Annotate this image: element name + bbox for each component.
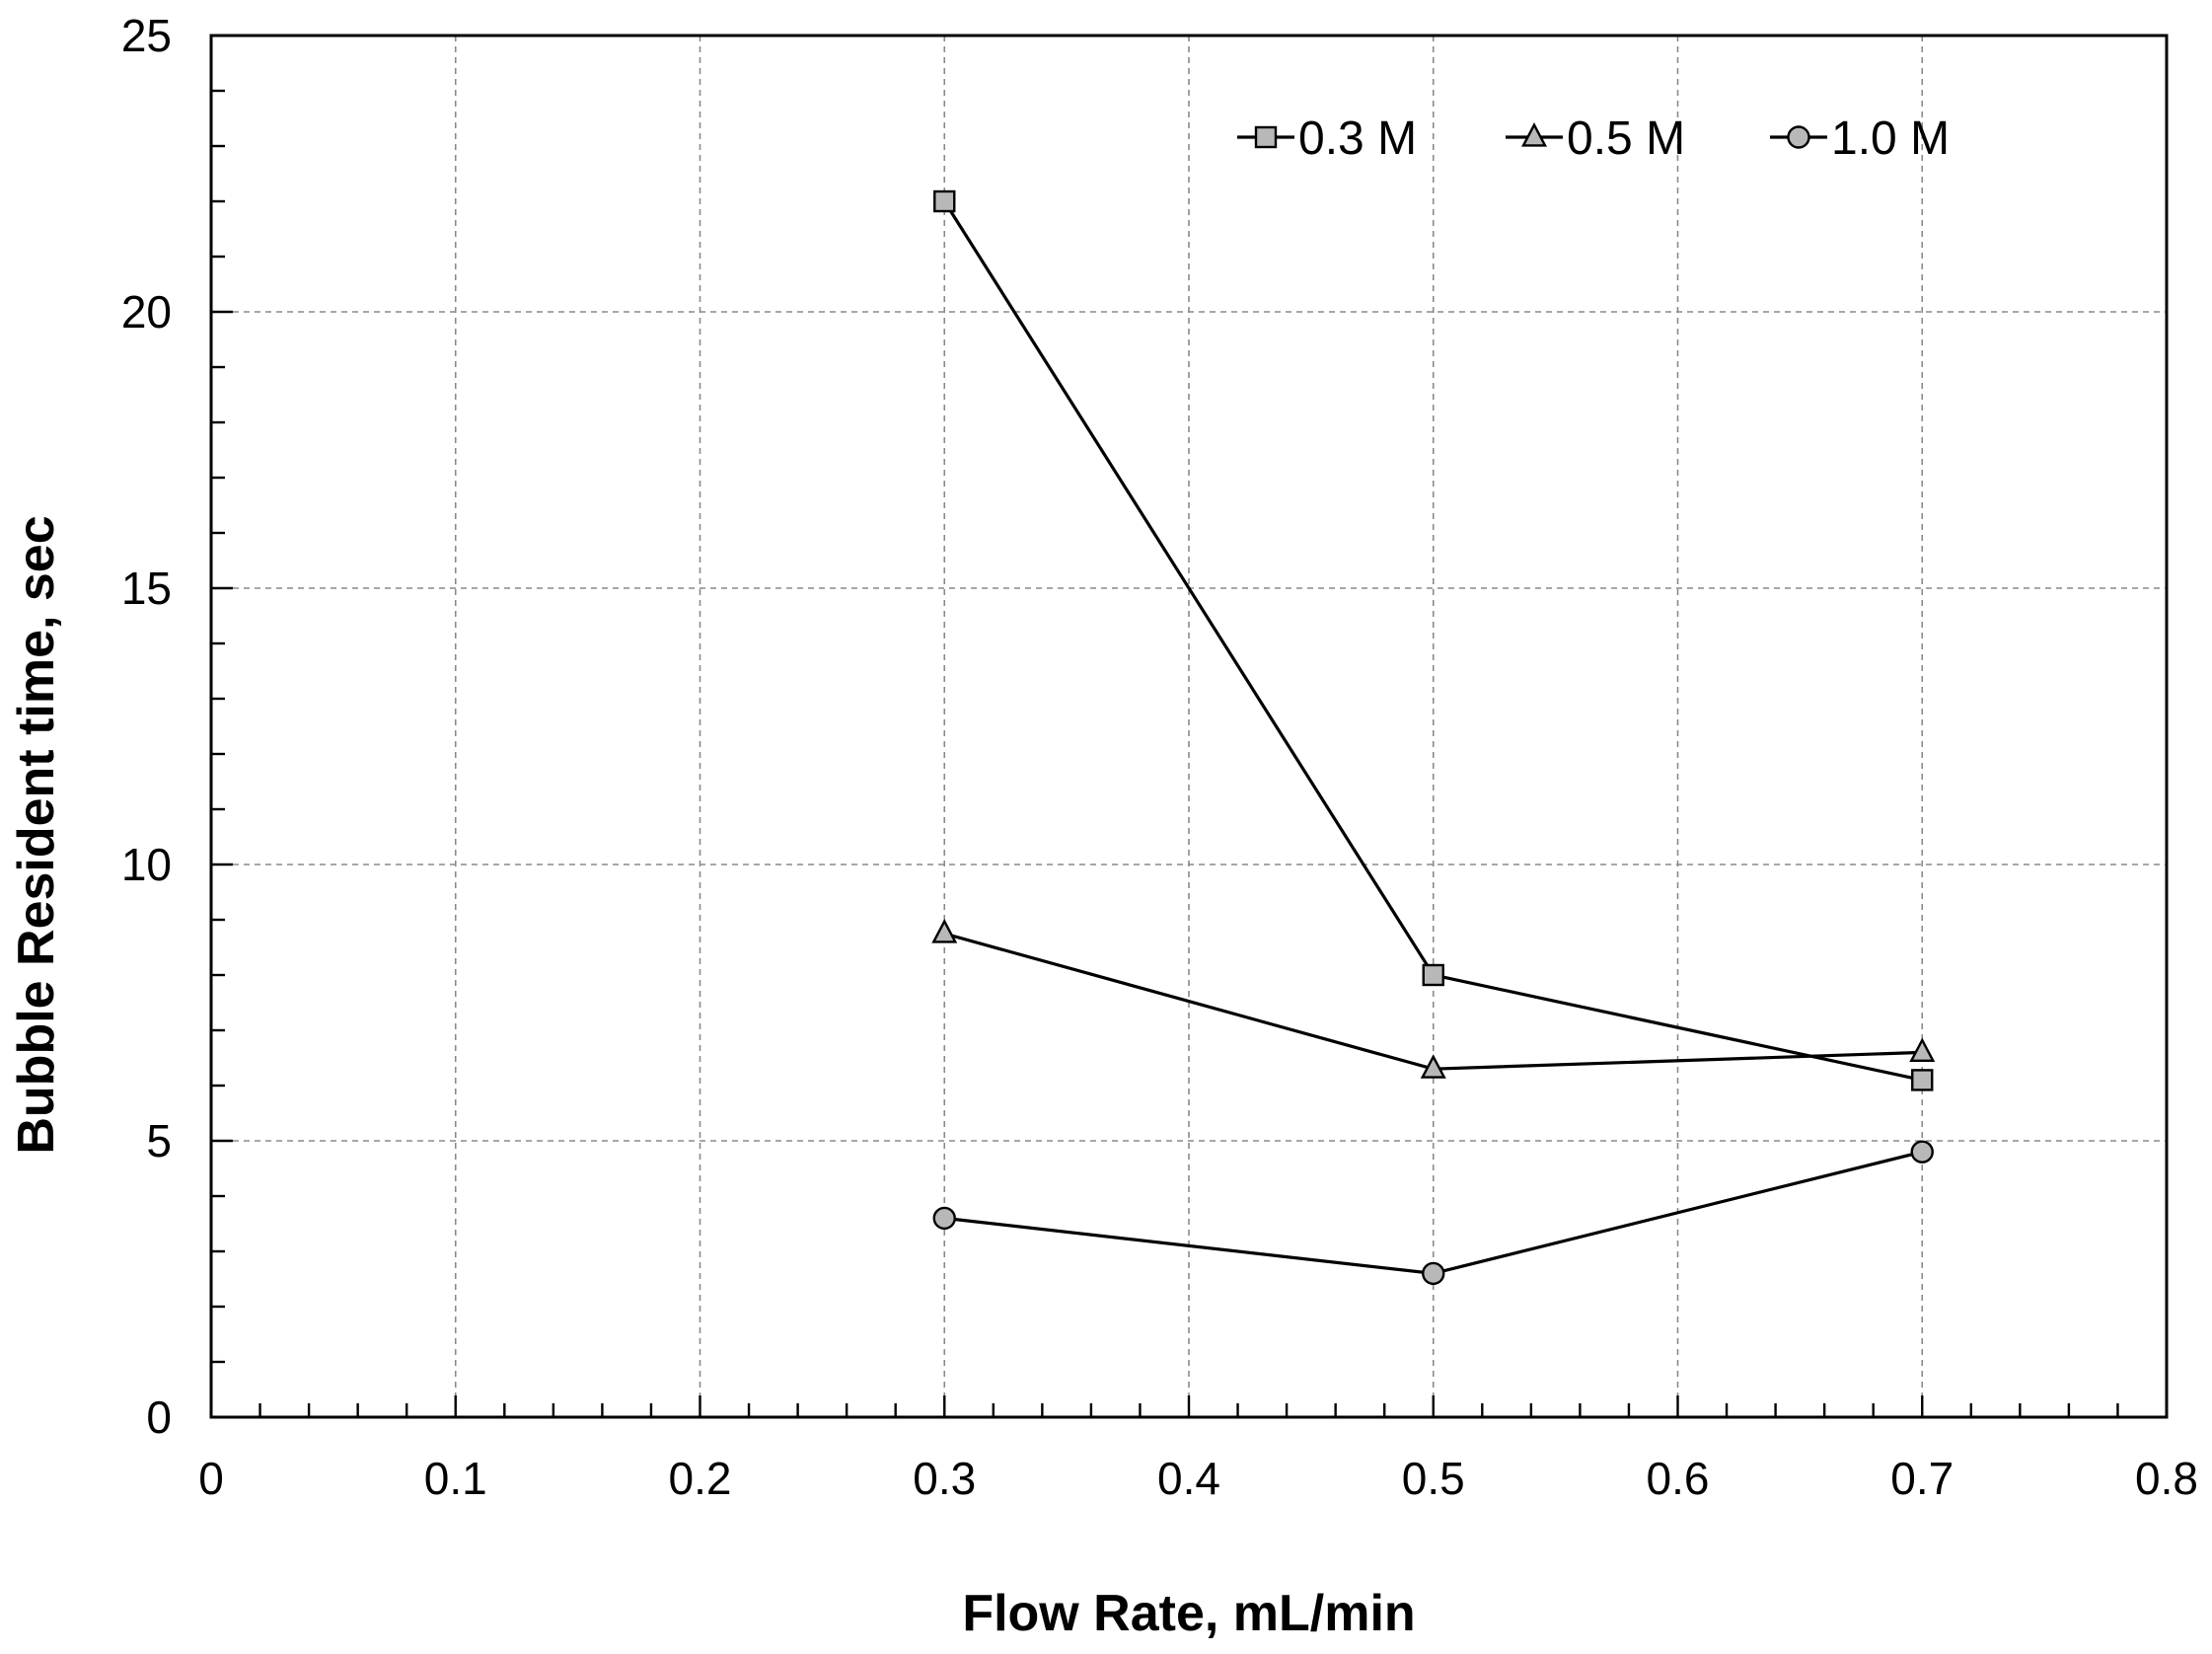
data-point	[1422, 963, 1444, 987]
tick-label-layer: 0 0.1 0.2 0.3 0.4 0.5 0.6 0.7 0.8 0 5 10 15 20 25	[121, 10, 2198, 1504]
x-axis-title: Flow Rate, mL/min	[962, 1585, 1415, 1642]
legend-label: 0.5 M	[1567, 113, 1685, 165]
series-1.0-m	[932, 1140, 1934, 1286]
series-0.3-m	[933, 189, 1934, 1091]
x-tick-label: 0.2	[669, 1453, 732, 1504]
legend-label: 1.0 M	[1831, 113, 1950, 165]
legend-marker	[1254, 125, 1278, 149]
data-point	[1911, 1069, 1934, 1091]
y-tick-label: 5	[146, 1115, 172, 1166]
legend-item: 0.3 M	[1237, 113, 1417, 165]
data-point	[1909, 1037, 1936, 1063]
data-point	[1420, 1054, 1446, 1079]
data-point	[932, 1206, 956, 1231]
y-tick-label: 20	[121, 286, 172, 338]
x-tick-label: 0.5	[1402, 1453, 1465, 1504]
plot-frame	[209, 34, 2169, 1419]
x-tick-label: 0.8	[2135, 1453, 2198, 1504]
legend-marker	[1787, 125, 1810, 149]
x-tick-label: 0.7	[1890, 1453, 1954, 1504]
y-axis-title: Bubble Resident time, sec	[8, 515, 65, 1154]
series-0.5-m	[931, 919, 1936, 1079]
y-tick-label: 15	[121, 563, 172, 614]
legend-item: 0.5 M	[1506, 113, 1685, 165]
legend-label: 0.3 M	[1298, 113, 1417, 165]
minor-tick-layer	[211, 89, 2119, 1417]
data-point	[933, 189, 956, 213]
legend: 0.3 M 0.5 M 1.0 M	[1237, 113, 1950, 165]
data-point	[931, 919, 958, 943]
y-tick-label: 25	[121, 10, 172, 61]
series-layer	[931, 189, 1936, 1286]
x-tick-label: 0.1	[424, 1453, 487, 1504]
x-tick-label: 0.6	[1647, 1453, 1710, 1504]
grid-layer	[211, 36, 2167, 1417]
data-point	[1422, 1261, 1445, 1286]
x-tick-label: 0.3	[913, 1453, 976, 1504]
data-point	[1910, 1140, 1934, 1164]
legend-marker	[1521, 122, 1547, 147]
y-tick-label: 10	[121, 839, 172, 890]
x-tick-label: 0	[198, 1453, 224, 1504]
y-tick-label: 0	[146, 1391, 172, 1443]
legend-item: 1.0 M	[1770, 113, 1950, 165]
x-tick-label: 0.4	[1157, 1453, 1220, 1504]
